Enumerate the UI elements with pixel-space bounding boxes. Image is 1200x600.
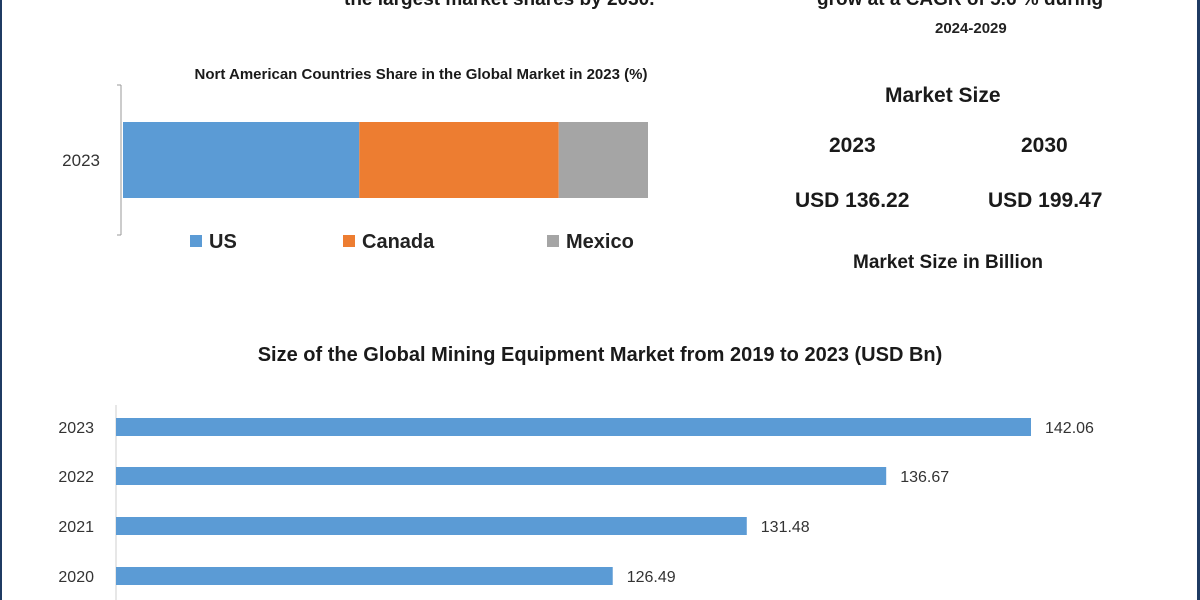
legend-label-canada: Canada — [362, 231, 435, 253]
share-segment-canada — [359, 122, 559, 198]
frame-left-border — [0, 0, 2, 600]
market-value-label-2022: 136.67 — [900, 469, 949, 486]
frame-right-border — [1197, 0, 1200, 600]
market-size-value-2030: USD 199.47 — [988, 189, 1103, 212]
share-segment-mexico — [558, 122, 648, 198]
market-size-unit-note: Market Size in Billion — [853, 252, 1044, 273]
market-value-label-2023: 142.06 — [1045, 420, 1094, 437]
market-size-year-2023: 2023 — [829, 134, 876, 157]
market-value-label-2020: 126.49 — [627, 569, 676, 586]
market-bar-2022 — [116, 467, 887, 485]
market-category-2020: 2020 — [58, 569, 94, 586]
legend-swatch-us — [190, 235, 202, 247]
market-size-year-2030: 2030 — [1021, 134, 1068, 157]
forecast-period: 2024-2029 — [935, 20, 1007, 37]
header-right-text: grow at a CAGR of 5.6 % during — [817, 0, 1103, 11]
market-size-title: Market Size — [885, 84, 1001, 107]
market-value-label-2021: 131.48 — [761, 519, 810, 536]
market-bar-2020 — [116, 567, 613, 585]
share-chart-title: Nort American Countries Share in the Glo… — [194, 66, 648, 83]
market-category-2023: 2023 — [58, 420, 94, 437]
market-bar-2021 — [116, 517, 747, 535]
market-chart-title: Size of the Global Mining Equipment Mark… — [257, 344, 943, 366]
legend-swatch-canada — [343, 235, 355, 247]
legend-label-us: US — [209, 231, 237, 253]
market-category-2022: 2022 — [58, 469, 94, 486]
legend-swatch-mexico — [547, 235, 559, 247]
market-bar-2023 — [116, 418, 1031, 436]
share-segment-us — [123, 122, 360, 198]
market-size-value-2023: USD 136.22 — [795, 189, 910, 212]
header-left-text: the largest market shares by 2030. — [344, 0, 655, 11]
share-category-label: 2023 — [62, 151, 100, 170]
market-category-2021: 2021 — [58, 519, 94, 536]
legend-label-mexico: Mexico — [566, 231, 634, 253]
